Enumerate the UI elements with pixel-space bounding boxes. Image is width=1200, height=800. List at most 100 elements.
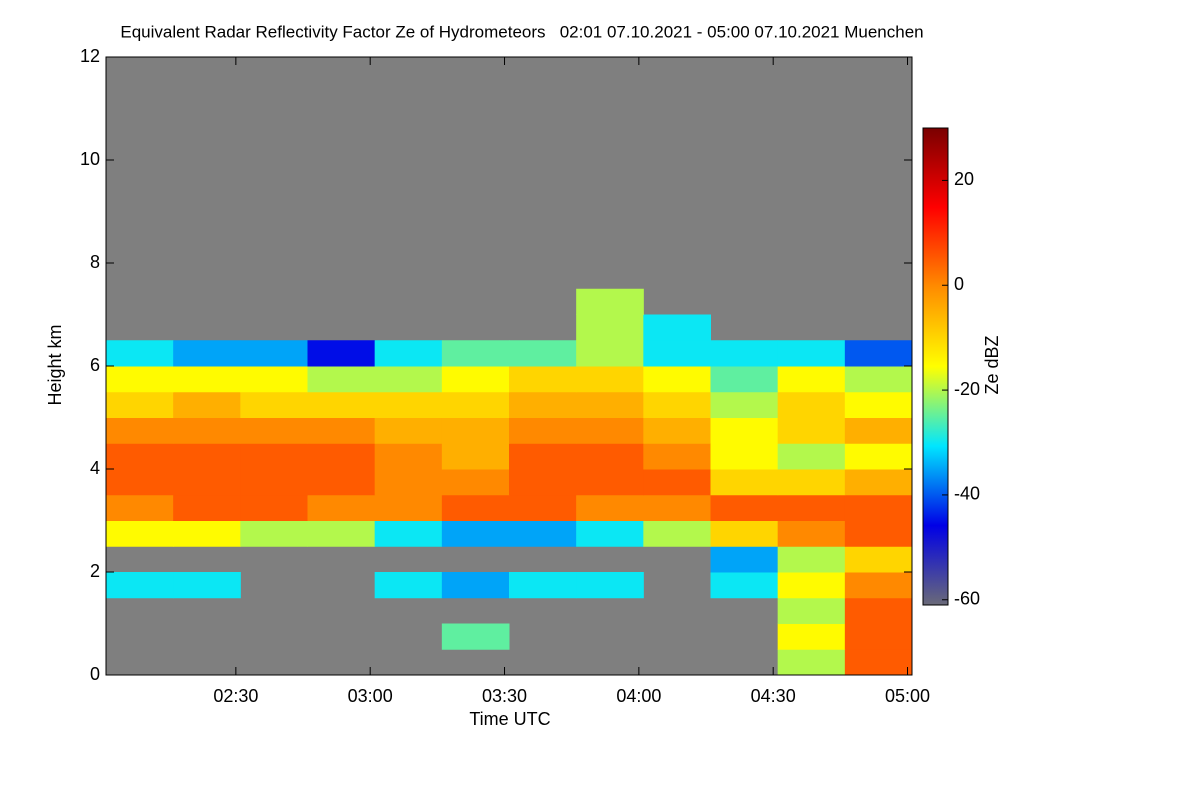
heat-cell xyxy=(777,494,846,521)
heat-cell xyxy=(777,443,846,470)
heat-cell xyxy=(173,572,241,599)
heat-cell xyxy=(374,572,443,599)
heat-cell xyxy=(441,572,510,599)
heat-cell xyxy=(710,572,779,599)
x-tick-label: 04:00 xyxy=(616,686,661,706)
y-tick-label: 12 xyxy=(80,46,100,66)
colorbar-tick-label: -40 xyxy=(954,484,980,504)
heat-cell xyxy=(710,417,779,444)
heat-cell xyxy=(240,366,308,393)
heat-cell xyxy=(307,443,376,470)
heat-cell xyxy=(374,366,443,393)
y-tick-label: 6 xyxy=(90,355,100,375)
heat-cell xyxy=(844,417,913,444)
heat-cell xyxy=(441,417,510,444)
heat-cell xyxy=(240,340,308,367)
heat-cell xyxy=(844,520,913,547)
heat-cell xyxy=(106,443,174,470)
heat-cell xyxy=(374,520,443,547)
heat-cell xyxy=(106,340,174,367)
heat-cell xyxy=(509,391,577,418)
heat-cell xyxy=(844,623,913,650)
heat-cell xyxy=(643,443,711,470)
heat-cell xyxy=(643,469,711,496)
heat-cell xyxy=(240,417,308,444)
heat-cell xyxy=(710,340,779,367)
y-tick-label: 4 xyxy=(90,458,100,478)
x-tick-label: 02:30 xyxy=(213,686,258,706)
heat-cell xyxy=(710,546,779,573)
heat-cell xyxy=(844,494,913,521)
heat-cell xyxy=(106,520,174,547)
heat-cell xyxy=(307,520,376,547)
heat-cell xyxy=(173,520,241,547)
heat-cell xyxy=(777,520,846,547)
heat-cell xyxy=(710,366,779,393)
heat-cell xyxy=(777,546,846,573)
heat-cell xyxy=(106,366,174,393)
heat-cell xyxy=(441,391,510,418)
y-tick-label: 8 xyxy=(90,252,100,272)
colorbar-label: Ze dBZ xyxy=(982,335,1002,394)
heat-cell xyxy=(710,520,779,547)
heat-cell xyxy=(643,366,711,393)
heat-cell xyxy=(441,443,510,470)
x-tick-label: 03:30 xyxy=(482,686,527,706)
heat-cell xyxy=(307,366,376,393)
heat-cell xyxy=(240,469,308,496)
colorbar xyxy=(922,127,949,606)
heat-cell xyxy=(374,494,443,521)
colorbar-tick-label: 20 xyxy=(954,169,974,189)
heat-cell xyxy=(576,340,644,367)
heat-cell xyxy=(106,469,174,496)
chart-title: Equivalent Radar Reflectivity Factor Ze … xyxy=(120,22,923,41)
heat-cell xyxy=(844,469,913,496)
heat-cell xyxy=(576,288,644,315)
heat-cell xyxy=(844,443,913,470)
heat-cell xyxy=(374,417,443,444)
y-tick-label: 2 xyxy=(90,561,100,581)
heat-cell xyxy=(307,494,376,521)
heat-cell xyxy=(509,572,577,599)
heat-cell xyxy=(307,417,376,444)
heat-cell xyxy=(643,314,711,341)
y-axis-label: Height km xyxy=(45,324,65,405)
colorbar-tick-label: -20 xyxy=(954,379,980,399)
heat-cell xyxy=(576,443,644,470)
heat-cell xyxy=(643,494,711,521)
x-axis-label: Time UTC xyxy=(469,709,550,729)
heat-cell xyxy=(643,520,711,547)
heat-cell xyxy=(576,520,644,547)
x-tick-label: 05:00 xyxy=(885,686,930,706)
heat-cell xyxy=(307,340,376,367)
heat-cell xyxy=(576,366,644,393)
heat-cell xyxy=(777,597,846,624)
heat-cell xyxy=(509,340,577,367)
heat-cell xyxy=(240,520,308,547)
heat-cell xyxy=(710,391,779,418)
heat-cell xyxy=(106,572,174,599)
heat-cell xyxy=(576,469,644,496)
heat-cell xyxy=(576,494,644,521)
heat-cell xyxy=(441,494,510,521)
heat-cell xyxy=(441,520,510,547)
heat-cell xyxy=(844,649,913,676)
heat-cell xyxy=(307,391,376,418)
heat-cell xyxy=(374,391,443,418)
heat-cell xyxy=(509,443,577,470)
y-tick-label: 10 xyxy=(80,149,100,169)
heat-cell xyxy=(173,417,241,444)
y-tick-label: 0 xyxy=(90,664,100,684)
heat-cell xyxy=(173,494,241,521)
heat-cell xyxy=(576,572,644,599)
heat-cell xyxy=(643,417,711,444)
heat-cell xyxy=(106,391,174,418)
heat-cell xyxy=(173,469,241,496)
heat-cell xyxy=(576,391,644,418)
heat-cell xyxy=(777,623,846,650)
heat-cell xyxy=(509,469,577,496)
heat-cell xyxy=(777,417,846,444)
heat-cell xyxy=(173,391,241,418)
heat-cell xyxy=(710,443,779,470)
